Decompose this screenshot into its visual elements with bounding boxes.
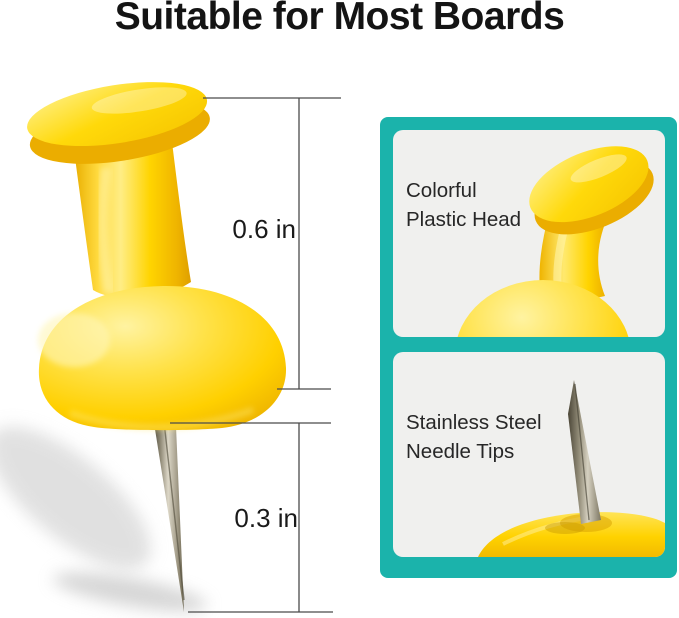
- pin-stem: [74, 142, 191, 299]
- mini-pushpin: [457, 146, 654, 337]
- pin-dome: [38, 285, 287, 431]
- feature-label-needle-tips: Stainless Steel Needle Tips: [406, 408, 542, 466]
- pin-shadow: [0, 426, 207, 612]
- needle-length-label: 0.3 in: [234, 503, 298, 533]
- feature-label-line: Plastic Head: [406, 208, 522, 231]
- feature-label-line: Stainless Steel: [406, 411, 542, 434]
- needle-tip-image: [478, 380, 665, 557]
- features-panel: Colorful Plastic Head: [380, 117, 677, 578]
- pin-needle: [147, 402, 185, 612]
- feature-label-line: Needle Tips: [406, 440, 515, 463]
- feature-label-line: Colorful: [406, 179, 477, 202]
- plastic-head-image: [457, 146, 654, 337]
- feature-label-plastic-head: Colorful Plastic Head: [406, 176, 521, 234]
- pushpin-diagram: 0.6 in 0.3 in: [0, 82, 341, 613]
- head-height-label: 0.6 in: [232, 214, 296, 244]
- dimension-lines: [170, 97, 341, 613]
- feature-card-plastic-head: Colorful Plastic Head: [393, 130, 665, 337]
- feature-card-needle-tips: Stainless Steel Needle Tips: [393, 352, 665, 557]
- pin-cap: [27, 82, 210, 164]
- page-title: Suitable for Most Boards: [114, 0, 565, 38]
- mini-needle: [478, 380, 665, 557]
- pushpin-image: [27, 82, 287, 612]
